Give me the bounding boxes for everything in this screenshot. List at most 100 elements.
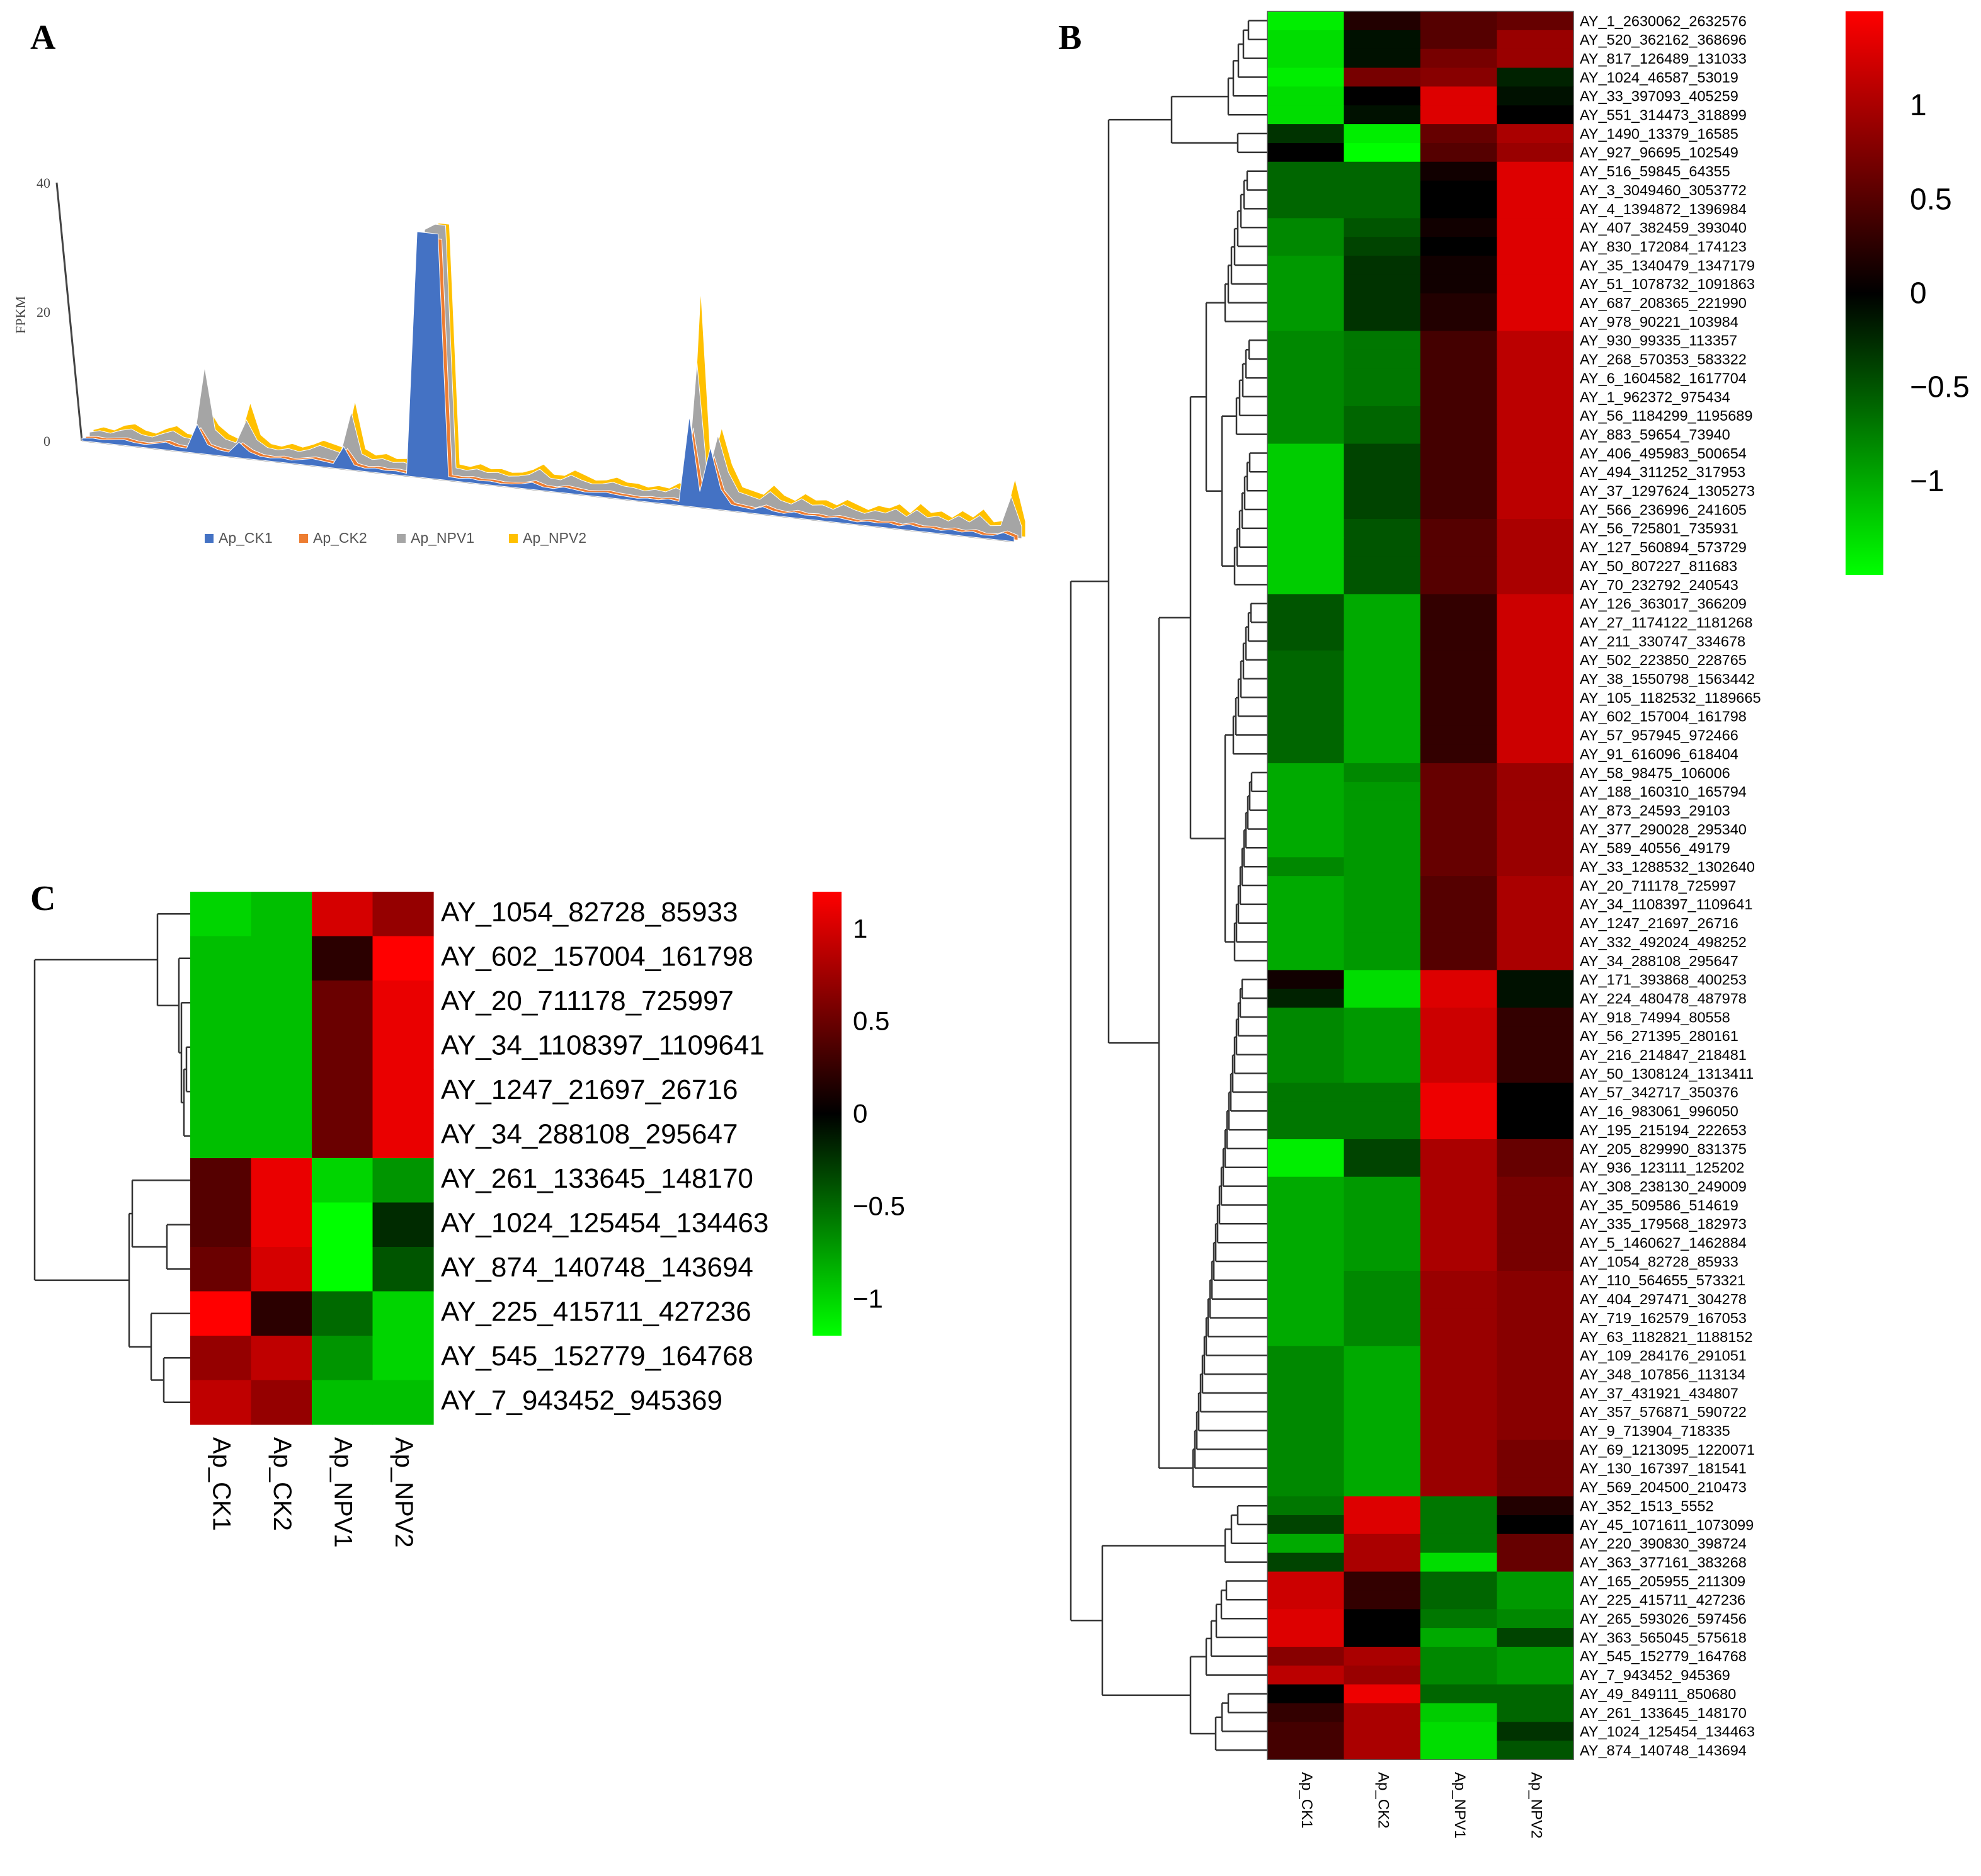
heatmap-cell xyxy=(1420,556,1498,576)
heatmap-cell xyxy=(1497,124,1574,144)
panel-b-row-label: AY_873_24593_29103 xyxy=(1580,802,1730,819)
heatmap-cell xyxy=(1267,1008,1345,1027)
panel-b-row-label: AY_352_1513_5552 xyxy=(1580,1498,1714,1514)
heatmap-cell xyxy=(1497,932,1574,952)
heatmap-cell xyxy=(1497,537,1574,557)
heatmap-cell xyxy=(1497,1533,1574,1554)
panel-a-y-axis-label: FPKM xyxy=(13,296,28,334)
heatmap-cell xyxy=(1267,1477,1345,1497)
heatmap-cell xyxy=(1267,1741,1345,1760)
heatmap-cell xyxy=(1420,1722,1498,1741)
heatmap-cell xyxy=(312,1202,374,1248)
heatmap-cell xyxy=(1420,819,1498,839)
heatmap-cell xyxy=(1344,424,1421,445)
panel-c-colorbar-tick-label: −1 xyxy=(853,1283,883,1313)
panel-a-legend-label: Ap_NPV1 xyxy=(411,530,474,546)
heatmap-cell xyxy=(1420,350,1498,369)
heatmap-cell xyxy=(1420,970,1498,989)
heatmap-cell xyxy=(251,1069,312,1115)
panel-b-row-label: AY_35_509586_514619 xyxy=(1580,1197,1738,1214)
heatmap-cell xyxy=(1344,1045,1421,1065)
heatmap-cell xyxy=(1420,1101,1498,1121)
panel-a-legend-swatch xyxy=(205,534,214,543)
heatmap-cell xyxy=(1267,1365,1345,1384)
heatmap-cell xyxy=(1344,443,1421,463)
heatmap-cell xyxy=(1267,48,1345,69)
heatmap-cell xyxy=(1267,744,1345,764)
panel-b-row-dendrogram xyxy=(1070,20,1267,1751)
heatmap-cell xyxy=(1267,1458,1345,1478)
heatmap-cell xyxy=(1267,951,1345,970)
heatmap-cell xyxy=(1497,1722,1574,1741)
panel-b-row-label: AY_34_288108_295647 xyxy=(1580,953,1738,969)
panel-b-row-label: AY_569_204500_210473 xyxy=(1580,1479,1747,1496)
panel-b-row-label: AY_494_311252_317953 xyxy=(1580,464,1745,480)
panel-b-row-label: AY_377_290028_295340 xyxy=(1580,821,1747,838)
heatmap-cell xyxy=(1344,951,1421,970)
heatmap-cell xyxy=(1497,895,1574,914)
panel-b-row-label: AY_127_560894_573729 xyxy=(1580,539,1747,555)
panel-b-column-label: Ap_CK1 xyxy=(1298,1772,1315,1828)
heatmap-cell xyxy=(1497,1515,1574,1535)
heatmap-cell xyxy=(1497,725,1574,745)
heatmap-cell xyxy=(1420,1628,1498,1647)
heatmap-cell xyxy=(1267,763,1345,783)
heatmap-cell xyxy=(1344,688,1421,708)
heatmap-cell xyxy=(312,1380,374,1425)
heatmap-cell xyxy=(1420,1477,1498,1497)
heatmap-cell xyxy=(1420,1271,1498,1290)
panel-b-colorbar-tick-label: −1 xyxy=(1910,465,1944,498)
heatmap-cell xyxy=(1267,1515,1345,1535)
heatmap-cell xyxy=(251,1336,312,1381)
panel-b-row-label: AY_1_2630062_2632576 xyxy=(1580,13,1747,29)
panel-b-row-label: AY_5_1460627_1462884 xyxy=(1580,1235,1747,1251)
heatmap-cell xyxy=(1344,763,1421,783)
panel-a-y-axis xyxy=(55,182,83,441)
heatmap-cell xyxy=(1344,1346,1421,1365)
panel-b-row-label: AY_874_140748_143694 xyxy=(1580,1742,1747,1759)
panel-b-colorbar-tick-label: 1 xyxy=(1910,89,1927,122)
heatmap-cell xyxy=(1420,800,1498,821)
heatmap-cell xyxy=(1420,1571,1498,1591)
panel-b-row-label: AY_63_1182821_1188152 xyxy=(1580,1329,1752,1345)
heatmap-cell xyxy=(1497,1552,1574,1572)
heatmap-cell xyxy=(190,936,252,981)
panel-c-row-label: AY_1054_82728_85933 xyxy=(441,897,738,928)
heatmap-cell xyxy=(1344,1327,1421,1346)
panel-c-row-dendrogram xyxy=(33,913,190,1404)
heatmap-cell xyxy=(1497,1440,1574,1460)
heatmap-cell xyxy=(1344,895,1421,914)
heatmap-cell xyxy=(1420,1402,1498,1422)
heatmap-cell xyxy=(1344,368,1421,388)
heatmap-cell xyxy=(190,1113,252,1159)
heatmap-cell xyxy=(312,1113,374,1159)
heatmap-cell xyxy=(372,1247,434,1292)
heatmap-cell xyxy=(1497,951,1574,970)
heatmap-cell xyxy=(1344,256,1421,275)
heatmap-cell xyxy=(1267,800,1345,821)
panel-b-row-label: AY_602_157004_161798 xyxy=(1580,708,1747,725)
heatmap-cell xyxy=(1497,1609,1574,1629)
heatmap-cell xyxy=(1267,124,1345,144)
heatmap-cell xyxy=(1344,1477,1421,1497)
heatmap-cell xyxy=(1420,1195,1498,1215)
heatmap-cell xyxy=(1420,1703,1498,1722)
heatmap-cell xyxy=(372,1025,434,1070)
heatmap-cell xyxy=(1497,1289,1574,1309)
heatmap-cell xyxy=(1344,876,1421,895)
panel-c-column-label: Ap_CK1 xyxy=(207,1437,235,1531)
heatmap-cell xyxy=(1267,424,1345,445)
panel-b-row-label: AY_70_232792_240543 xyxy=(1580,577,1738,593)
heatmap-cell xyxy=(1267,1308,1345,1328)
panel-letter-b: B xyxy=(1058,18,1082,57)
panel-b-row-label: AY_109_284176_291051 xyxy=(1580,1348,1747,1364)
heatmap-cell xyxy=(1420,669,1498,689)
heatmap-cell xyxy=(1344,782,1421,802)
heatmap-cell xyxy=(1267,1214,1345,1234)
panel-b-row-label: AY_4_1394872_1396984 xyxy=(1580,201,1747,217)
panel-b-row-label: AY_261_133645_148170 xyxy=(1580,1705,1747,1721)
panel-a-legend-label: Ap_NPV2 xyxy=(523,530,586,546)
heatmap-cell xyxy=(1344,669,1421,689)
heatmap-cell xyxy=(1267,161,1345,181)
panel-a-y-tick-label: 20 xyxy=(37,304,50,320)
